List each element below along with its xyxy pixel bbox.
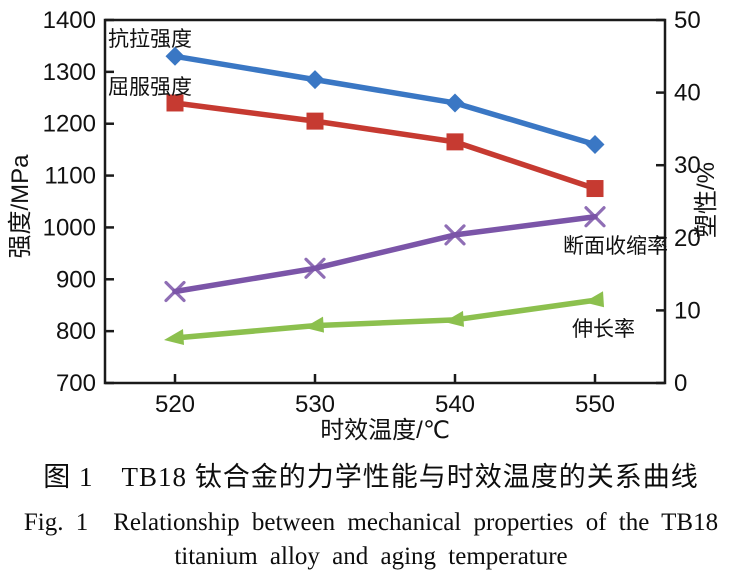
caption-english-line2: titanium alloy and aging temperature (174, 543, 568, 570)
x-axis-tick-label: 550 (575, 391, 615, 418)
caption-chinese: 图 1 TB18 钛合金的力学性能与时效温度的关系曲线 (43, 462, 699, 492)
y-axis-title-right: 塑性/% (693, 162, 720, 238)
marker-square (306, 112, 324, 130)
right-axis-tick-label: 50 (674, 7, 701, 34)
marker-triangle-left (444, 310, 464, 327)
right-axis-tick-label: 40 (674, 80, 701, 107)
marker-x (444, 224, 466, 246)
series-label: 断面收缩率 (563, 235, 668, 258)
right-axis-tick-label: 0 (674, 370, 687, 397)
x-axis-title: 时效温度/℃ (320, 417, 450, 444)
y-axis-title-left: 强度/MPa (7, 154, 34, 259)
plot-border (103, 18, 667, 385)
line-chart: 1400 1300 1200 1100 1000 900 800 700 50 40 30 20 10 0… (7, 7, 720, 444)
x-axis-tick-label: 540 (435, 391, 475, 418)
series-line-triangle-left (172, 297, 598, 341)
right-axis-tick-label: 20 (674, 225, 701, 252)
right-axis-tick-label: 10 (674, 297, 701, 324)
left-axis-tick-label: 1300 (43, 59, 96, 86)
chart-area: 1400 1300 1200 1100 1000 900 800 700 50 40 30 20 10 0… (7, 7, 720, 444)
marker-square (586, 180, 604, 198)
left-axis-tick-label: 800 (56, 318, 96, 345)
left-axis-tick-label: 900 (56, 266, 96, 293)
left-axis-tick-label: 700 (56, 370, 96, 397)
marker-diamond (305, 70, 325, 90)
series-label: 抗拉强度 (108, 28, 192, 51)
marker-x (584, 206, 606, 228)
right-axis-tick-label: 30 (674, 152, 701, 179)
series-label: 屈服强度 (108, 76, 192, 99)
marker-x (304, 257, 326, 279)
marker-x (164, 280, 186, 303)
left-axis-tick-label: 1200 (43, 111, 96, 138)
marker-triangle-left (584, 291, 604, 308)
series-line-diamond (172, 53, 598, 148)
marker-triangle-left (164, 328, 184, 345)
marker-triangle-left (304, 316, 324, 333)
marker-square (446, 133, 464, 151)
figure-captions: 图 1 TB18 钛合金的力学性能与时效温度的关系曲线 Fig. 1 Relat… (0, 455, 742, 571)
marker-diamond (445, 93, 465, 113)
x-axis-tick-label: 530 (295, 391, 335, 418)
x-axis-tick-label: 520 (155, 391, 195, 418)
marker-diamond (165, 46, 185, 66)
marker-diamond (585, 134, 605, 154)
marker-square (166, 94, 184, 112)
left-axis-tick-label: 1400 (43, 7, 96, 34)
series-line-x (172, 213, 598, 295)
left-axis-tick-label: 1100 (44, 163, 96, 190)
series-label: 伸长率 (572, 318, 635, 341)
caption-english-line1: Fig. 1 Relationship between mechanical p… (23, 509, 719, 536)
series-line-square (172, 100, 598, 192)
left-axis-tick-label: 1000 (43, 214, 96, 241)
